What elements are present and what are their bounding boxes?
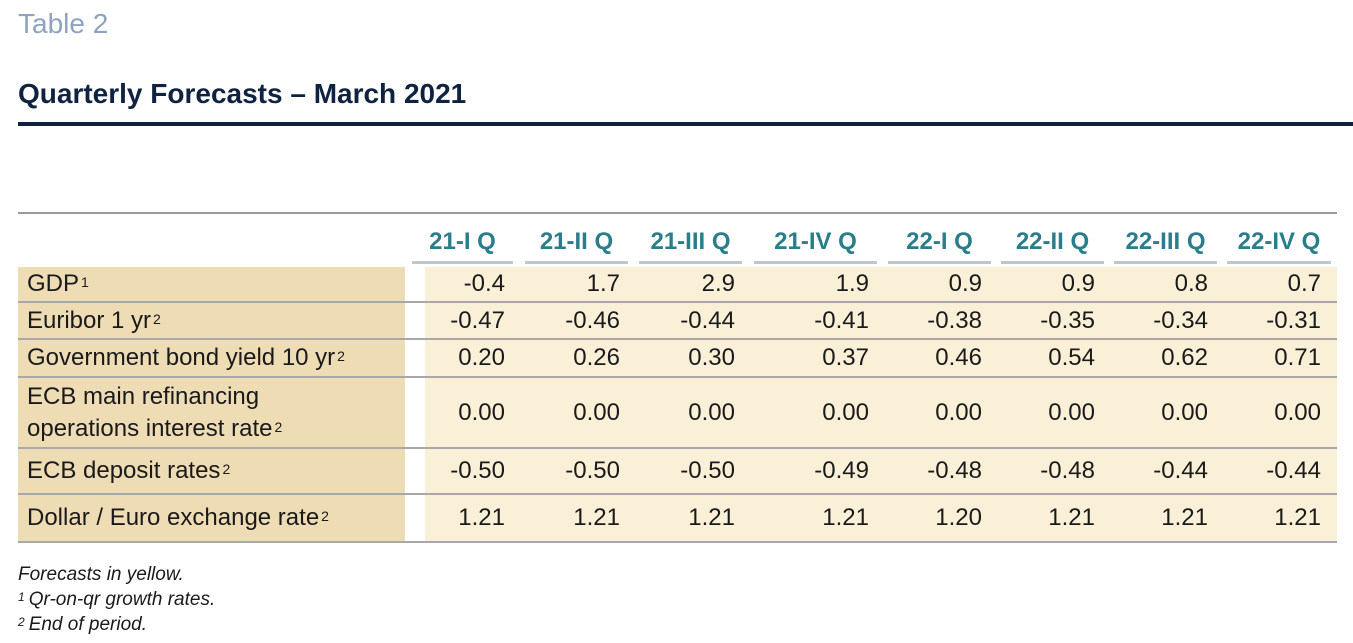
- column-header: 22-IV Q: [1227, 226, 1331, 264]
- table-top-rule: [18, 212, 1337, 214]
- forecast-cells: 0.00 0.00 0.00 0.00 0.00 0.00 0.00 0.00: [425, 378, 1337, 447]
- forecast-cells: -0.4 1.7 2.9 1.9 0.9 0.9 0.8 0.7: [425, 267, 1337, 301]
- table-cell: 0.8: [1174, 270, 1208, 297]
- row-label: GDP 1: [18, 267, 405, 301]
- table-cell: 0.00: [935, 398, 982, 426]
- table-cell: 0.00: [1274, 398, 1321, 426]
- row-gap: [405, 495, 425, 541]
- table-cell: -0.50: [450, 457, 505, 484]
- table-cell: -0.38: [927, 306, 982, 334]
- column-header: 22-II Q: [1001, 226, 1104, 264]
- table-cell: -0.48: [927, 457, 982, 484]
- table-cell: 0.00: [1161, 398, 1208, 426]
- row-gap: [405, 449, 425, 493]
- table-cell: 1.21: [822, 504, 869, 531]
- row-gap: [405, 303, 425, 338]
- table-cell: 0.00: [688, 398, 735, 426]
- table-title: Quarterly Forecasts – March 2021: [18, 78, 467, 109]
- column-header: 21-III Q: [639, 226, 742, 264]
- row-gap: [405, 378, 425, 447]
- column-header: 21-IV Q: [754, 226, 877, 264]
- table-cell: -0.47: [450, 306, 505, 334]
- row-label: ECB deposit rates 2: [18, 449, 405, 493]
- table-cell: 1.21: [1274, 504, 1321, 531]
- table-row: ECB deposit rates 2 -0.50 -0.50 -0.50 -0.49 -0…: [18, 449, 1337, 495]
- table-cell: 0.9: [948, 270, 982, 297]
- table-cell: 0.26: [573, 344, 620, 371]
- table-cell: 1.9: [835, 270, 869, 297]
- table-cell: -0.41: [814, 306, 869, 334]
- row-label: ECB main refinancing operations interest…: [18, 378, 405, 447]
- table-cell: 1.20: [935, 504, 982, 531]
- title-rule: [18, 122, 1353, 126]
- column-header: 22-I Q: [888, 226, 991, 264]
- footnote-2: 2 End of period.: [18, 614, 147, 635]
- table-cell: -0.44: [680, 306, 735, 334]
- row-gap: [405, 267, 425, 301]
- table-cell: 0.71: [1274, 344, 1321, 371]
- row-label: Government bond yield 10 yr 2: [18, 340, 405, 376]
- table-row: Dollar / Euro exchange rate 2 1.21 1.21 1.21…: [18, 495, 1337, 543]
- table-cell: 1.7: [586, 270, 620, 297]
- row-gap: [405, 340, 425, 376]
- forecast-cells: 0.20 0.26 0.30 0.37 0.46 0.54 0.62 0.71: [425, 340, 1337, 376]
- column-header: 21-II Q: [525, 226, 628, 264]
- table-cell: -0.49: [814, 457, 869, 484]
- table-row: ECB main refinancing operations interest…: [18, 378, 1337, 449]
- table-cell: 0.46: [935, 344, 982, 371]
- forecast-cells: -0.50 -0.50 -0.50 -0.49 -0.48 -0.48 -0.44 -0.44: [425, 449, 1337, 493]
- forecast-note: Forecasts in yellow.: [18, 564, 184, 585]
- table-cell: -0.35: [1040, 306, 1095, 334]
- table-cell: 0.7: [1287, 270, 1321, 297]
- table-cell: 1.21: [573, 504, 620, 531]
- footnote-1: 1 Qr-on-qr growth rates.: [18, 589, 216, 610]
- table-cell: 0.37: [822, 344, 869, 371]
- table-cell: -0.44: [1153, 457, 1208, 484]
- table-cell: -0.48: [1040, 457, 1095, 484]
- forecast-cells: -0.47 -0.46 -0.44 -0.41 -0.38 -0.35 -0.34 -0.31: [425, 303, 1337, 338]
- table-cell: -0.34: [1153, 306, 1208, 334]
- table-cell: -0.46: [565, 306, 620, 334]
- table-cell: 0.00: [573, 398, 620, 426]
- table-cell: 0.00: [822, 398, 869, 426]
- table-cell: -0.44: [1266, 457, 1321, 484]
- forecast-cells: 1.21 1.21 1.21 1.21 1.20 1.21 1.21 1.21: [425, 495, 1337, 541]
- table-cell: -0.50: [680, 457, 735, 484]
- table-cell: 1.21: [458, 504, 505, 531]
- table-cell: 0.30: [688, 344, 735, 371]
- table-cell: 1.21: [1048, 504, 1095, 531]
- table-row: Euribor 1 yr 2 -0.47 -0.46 -0.44 -0.41 -0.38 -0…: [18, 303, 1337, 340]
- table-row: GDP 1 -0.4 1.7 2.9 1.9 0.9 0.9 0.8 0.7: [18, 267, 1337, 303]
- column-header: 22-III Q: [1114, 226, 1217, 264]
- table-notes: Forecasts in yellow. 1 Qr-on-qr growth ra…: [18, 562, 215, 637]
- table-cell: -0.31: [1266, 306, 1321, 334]
- column-header-row: 21-I Q 21-II Q 21-III Q 21-IV Q 22-I Q 2…: [18, 226, 1338, 264]
- table-cell: 0.62: [1161, 344, 1208, 371]
- table-cell: 2.9: [701, 270, 735, 297]
- row-label: Euribor 1 yr 2: [18, 303, 405, 338]
- table-cell: 0.00: [1048, 398, 1095, 426]
- table-cell: 0.00: [458, 398, 505, 426]
- row-label: Dollar / Euro exchange rate 2: [18, 495, 405, 541]
- table-cell: 0.54: [1048, 344, 1095, 371]
- table-cell: 0.9: [1061, 270, 1095, 297]
- forecast-table: GDP 1 -0.4 1.7 2.9 1.9 0.9 0.9 0.8 0.7 Euribor 1 y…: [18, 267, 1337, 543]
- table-cell: -0.4: [463, 270, 505, 297]
- table-cell: 0.20: [458, 344, 505, 371]
- table-cell: -0.50: [565, 457, 620, 484]
- table-cell: 1.21: [688, 504, 735, 531]
- table-number-label: Table 2: [18, 8, 109, 39]
- table-row: Government bond yield 10 yr 2 0.20 0.26 0.30…: [18, 340, 1337, 378]
- table-cell: 1.21: [1161, 504, 1208, 531]
- column-header: 21-I Q: [412, 226, 513, 264]
